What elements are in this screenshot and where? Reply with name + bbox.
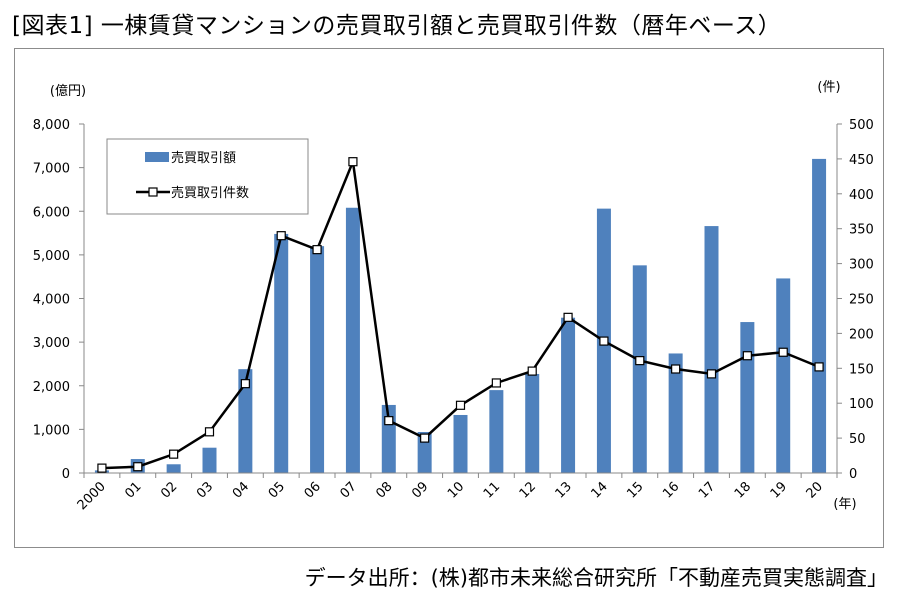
x-tick-label: 14	[588, 479, 610, 501]
count-marker-02	[169, 449, 179, 459]
y-right-tick-label: 400	[849, 188, 874, 203]
y-left-tick-label: 5,000	[33, 249, 70, 264]
count-marker-15	[635, 356, 645, 366]
count-marker-09	[420, 433, 430, 443]
bar-11	[489, 390, 504, 473]
x-tick-label: 2000	[75, 479, 109, 513]
y-left-tick-label: 3,000	[33, 336, 70, 351]
bar-13	[561, 317, 576, 473]
bar-05	[274, 233, 289, 473]
x-tick-label: 19	[768, 479, 790, 501]
y-left-tick-label: 7,000	[33, 162, 70, 177]
x-tick-label: 05	[266, 479, 288, 501]
count-marker-06	[312, 245, 322, 255]
count-marker-16	[671, 364, 681, 374]
legend-bar-swatch	[145, 152, 169, 162]
y-right-tick-label: 50	[849, 432, 866, 447]
bar-19	[776, 278, 791, 473]
count-marker-14	[599, 336, 609, 346]
y-left-tick-label: 2,000	[33, 380, 70, 395]
bar-07	[345, 207, 360, 473]
y-left-tick-label: 6,000	[33, 205, 70, 220]
count-marker-04	[240, 379, 250, 389]
bar-16	[668, 353, 683, 473]
x-tick-label: 09	[409, 479, 431, 501]
x-tick-label: 16	[660, 479, 682, 501]
x-tick-label: 02	[158, 479, 180, 501]
y-left-unit: (億円)	[50, 83, 86, 99]
x-tick-label: 20	[804, 479, 826, 501]
bar-20	[812, 158, 827, 473]
count-marker-07	[348, 157, 358, 167]
count-marker-20	[814, 362, 824, 372]
legend-line-label: 売買取引件数	[171, 185, 249, 201]
y-right-tick-label: 350	[849, 223, 874, 238]
legend-bar-label: 売買取引額	[171, 150, 236, 166]
count-marker-17	[706, 369, 717, 379]
bar-18	[740, 322, 755, 473]
count-marker-03	[204, 427, 215, 437]
x-tick-label: 03	[194, 479, 216, 501]
bar-03	[202, 447, 217, 473]
bar-06	[310, 246, 325, 473]
count-marker-10	[455, 400, 466, 410]
x-tick-label: 04	[230, 479, 252, 501]
y-right-tick-label: 100	[849, 397, 874, 412]
bar-10	[453, 414, 468, 473]
x-unit: (年)	[833, 497, 856, 512]
bar-04	[238, 369, 253, 473]
y-right-tick-label: 450	[849, 153, 874, 168]
x-tick-label: 10	[445, 479, 467, 501]
y-right-tick-label: 200	[849, 327, 874, 342]
x-tick-label: 18	[732, 479, 754, 501]
legend-line-marker	[148, 187, 158, 197]
y-left-tick-label: 1,000	[33, 423, 70, 438]
x-tick-label: 08	[373, 479, 395, 501]
x-tick-label: 12	[517, 479, 539, 501]
count-marker-19	[778, 347, 788, 357]
bar-15	[632, 265, 647, 473]
count-marker-12	[527, 366, 537, 376]
chart-title: [図表1] 一棟賃貸マンションの売買取引額と売買取引件数（暦年ベース）	[12, 13, 782, 39]
x-tick-label: 07	[337, 479, 359, 501]
y-right-unit: (件)	[817, 80, 840, 95]
bar-17	[704, 226, 719, 473]
x-tick-label: 17	[696, 479, 718, 501]
count-marker-11	[491, 378, 501, 388]
y-right-tick-label: 500	[849, 118, 874, 133]
x-tick-label: 11	[481, 479, 503, 501]
count-marker-05	[276, 231, 286, 241]
y-right-tick-label: 300	[849, 258, 874, 273]
y-left-tick-label: 4,000	[33, 293, 70, 308]
legend-box	[106, 138, 309, 215]
x-tick-label: 15	[624, 479, 646, 501]
y-right-tick-label: 250	[849, 293, 874, 308]
combo-chart: 0 1,000 2,000 3,000 4,000 5,000 6,000 7,000 8,00…	[33, 80, 874, 513]
y-right-tick-label: 0	[849, 467, 857, 482]
count-marker-13	[563, 312, 573, 322]
count-marker-18	[742, 351, 752, 361]
y-right-tick-label: 150	[849, 362, 874, 377]
count-marker-01	[133, 462, 143, 472]
y-left-tick-label: 0	[62, 467, 70, 482]
source-note: データ出所：(株)都市未来総合研究所「不動産売買実態調査」	[304, 566, 888, 590]
bar-12	[525, 373, 540, 473]
count-marker-08	[384, 416, 394, 426]
chart-frame	[14, 48, 884, 548]
x-tick-label: 06	[302, 479, 324, 501]
y-left-tick-label: 8,000	[33, 118, 70, 133]
count-marker-2000	[97, 463, 107, 473]
x-tick-label: 01	[122, 479, 144, 501]
x-tick-label: 13	[553, 479, 575, 501]
bar-02	[166, 464, 181, 473]
